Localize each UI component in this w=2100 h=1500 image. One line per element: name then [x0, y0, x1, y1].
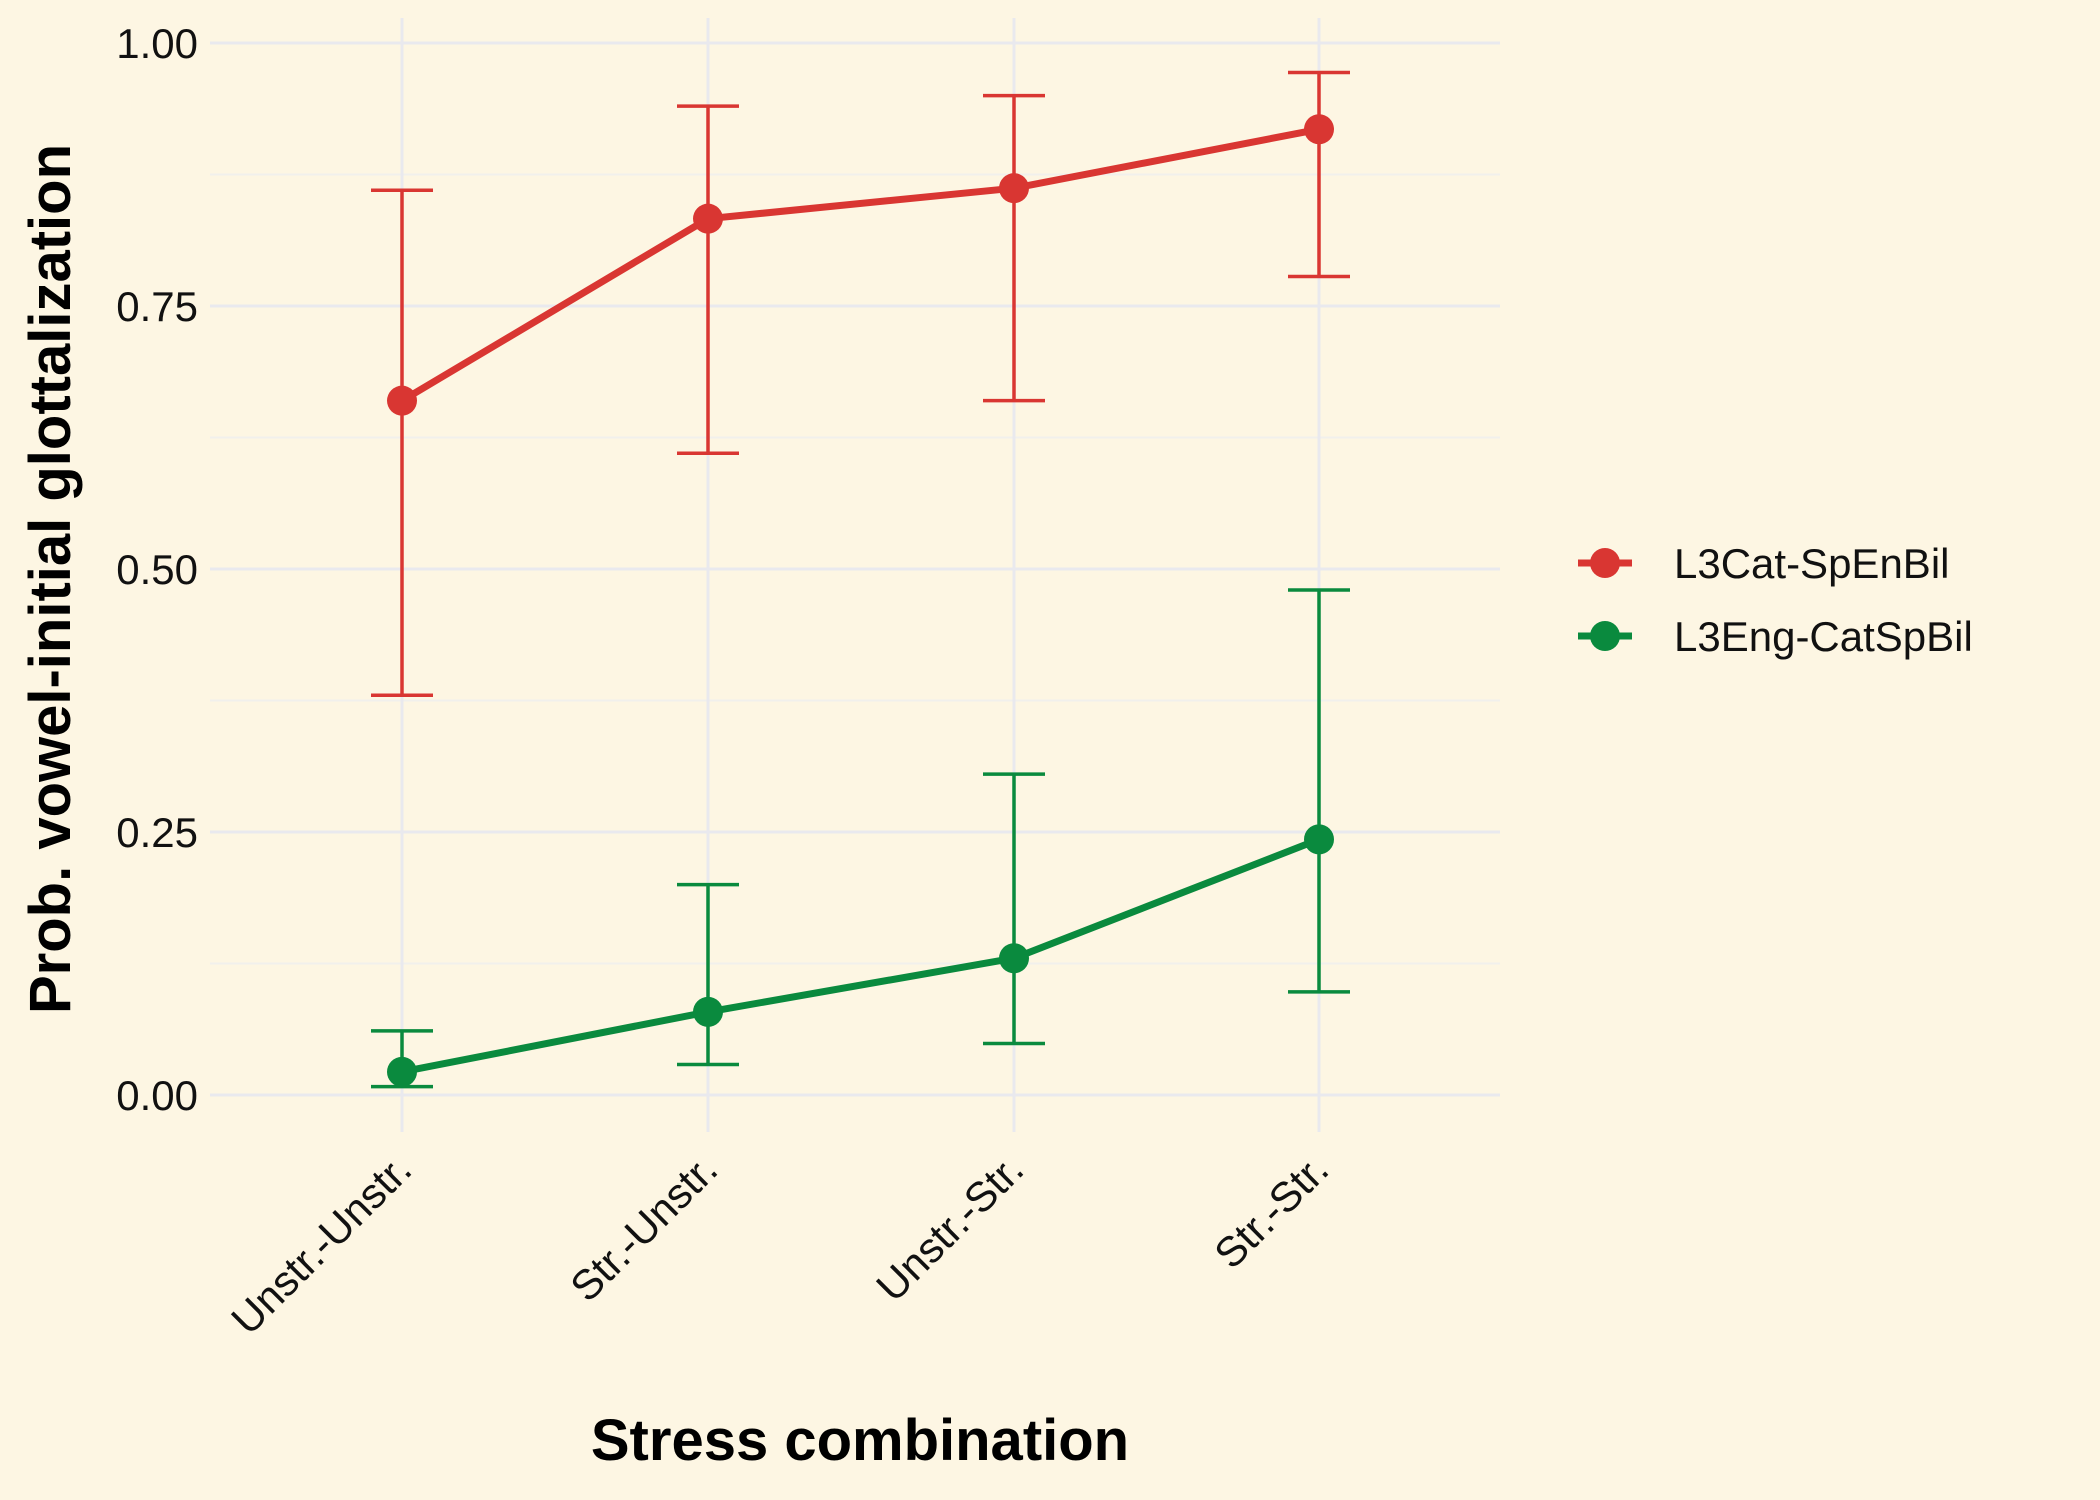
x-tick-label: Str.-Str.	[1205, 1145, 1337, 1277]
data-point	[1304, 824, 1334, 855]
y-tick-label: 0.00	[116, 1072, 198, 1119]
legend: L3Cat-SpEnBil L3Eng-CatSpBil	[1578, 540, 1973, 660]
y-tick-label: 0.25	[116, 809, 198, 856]
y-tick-label: 0.50	[116, 546, 198, 593]
y-tick-labels: 0.00 0.25 0.50 0.75 1.00	[116, 20, 198, 1119]
y-axis-title: Prob. vowel-initial glottalization	[18, 144, 83, 1014]
x-axis-title: Stress combination	[591, 1408, 1129, 1473]
data-point	[999, 173, 1029, 204]
series-line	[398, 835, 1323, 1076]
legend-key-point	[1590, 548, 1620, 578]
series-1	[371, 70, 1350, 697]
x-tick-label: Unstr.-Str.	[867, 1145, 1032, 1310]
y-tick-label: 1.00	[116, 20, 198, 67]
legend-item: L3Eng-CatSpBil	[1578, 613, 1973, 660]
x-tick-label: Str.-Unstr.	[561, 1145, 726, 1310]
x-tick-labels: Unstr.-Unstr. Str.-Unstr. Unstr.-Str. Str.-…	[222, 1145, 1337, 1343]
data-point	[1304, 114, 1334, 145]
data-point	[693, 996, 723, 1027]
legend-label: L3Eng-CatSpBil	[1674, 613, 1973, 660]
legend-label: L3Cat-SpEnBil	[1674, 540, 1949, 587]
data-point	[387, 1056, 417, 1087]
x-tick-label: Unstr.-Unstr.	[222, 1145, 420, 1343]
series-line	[398, 125, 1323, 405]
data-point	[693, 203, 723, 234]
legend-key-point	[1590, 621, 1620, 651]
y-tick-label: 0.75	[116, 283, 198, 330]
data-point	[387, 385, 417, 416]
series-layer	[371, 70, 1350, 1089]
series-2	[371, 588, 1350, 1089]
data-point	[999, 943, 1029, 974]
legend-item: L3Cat-SpEnBil	[1578, 540, 1949, 587]
